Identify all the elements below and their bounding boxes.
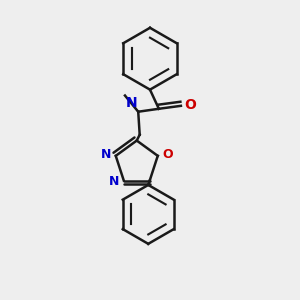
Text: N: N <box>101 148 111 161</box>
Text: N: N <box>109 176 119 188</box>
Text: O: O <box>185 98 197 112</box>
Text: O: O <box>163 148 173 161</box>
Text: N: N <box>126 96 138 110</box>
